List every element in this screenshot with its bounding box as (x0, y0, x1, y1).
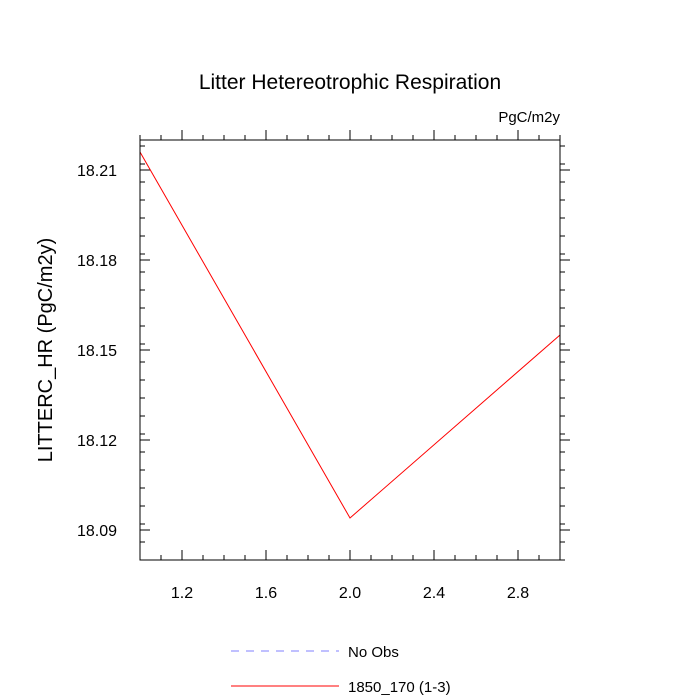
axis-ticks (139, 130, 570, 561)
x-tick-label: 2.8 (507, 585, 529, 602)
legend-label: 1850_170 (1-3) (348, 679, 451, 696)
series-line (139, 151, 561, 519)
x-tick-label: 1.6 (255, 585, 277, 602)
x-tick-label: 1.2 (171, 585, 193, 602)
y-tick-label: 18.21 (77, 163, 117, 180)
y-tick-label: 18.12 (77, 433, 117, 450)
plot-frame (139, 139, 561, 561)
y-tick-label: 18.15 (77, 343, 117, 360)
legend: No Obs 1850_170 (1-3) (231, 644, 451, 696)
legend-label: No Obs (348, 644, 399, 661)
series-layer (139, 151, 561, 519)
y-tick-label: 18.09 (77, 523, 117, 540)
y-axis-label: LITTERC_HR (PgC/m2y) (35, 238, 57, 462)
y-tick-label: 18.18 (77, 253, 117, 270)
chart-title: Litter Hetereotrophic Respiration (199, 71, 501, 94)
x-tick-label: 2.0 (339, 585, 361, 602)
units-label: PgC/m2y (498, 109, 560, 126)
x-tick-label: 2.4 (423, 585, 445, 602)
axis-tick-labels: 1.2 1.6 2.0 2.4 2.8 18.09 18.12 18.15 18.18 18.21 (77, 163, 529, 602)
